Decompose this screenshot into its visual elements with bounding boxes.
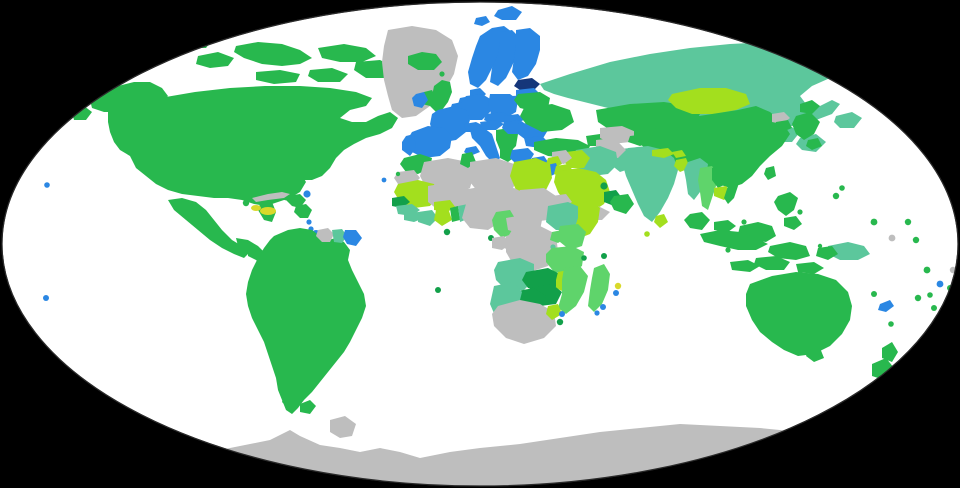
region-ivory-coast <box>418 210 438 226</box>
region-papua-new-guinea <box>828 242 870 260</box>
region-mozambique <box>558 266 588 314</box>
region-gulf-states <box>600 182 608 190</box>
region-ireland <box>412 92 428 108</box>
region-poland <box>488 94 518 118</box>
region-sri-lanka <box>654 214 668 228</box>
region-italy <box>470 128 500 164</box>
region-tasmania <box>806 348 824 362</box>
region-iceland <box>408 52 442 70</box>
region-caribbean <box>43 179 320 301</box>
region-cuba <box>260 207 276 215</box>
region-australia <box>746 272 852 356</box>
region-suriname <box>332 229 347 243</box>
region-north-america <box>72 26 458 278</box>
region-sweden <box>490 30 520 86</box>
region-germany <box>462 94 492 120</box>
landmasses <box>5 6 957 486</box>
region-ethiopia <box>546 202 584 230</box>
region-nepal <box>652 148 674 158</box>
region-seychelles <box>601 253 607 259</box>
region-reunion <box>613 290 619 296</box>
region-indonesia <box>700 230 768 250</box>
region-portugal <box>402 134 416 156</box>
region-finland <box>512 28 540 80</box>
region-overseas-caribbean <box>303 190 311 198</box>
region-cameroon <box>492 210 516 238</box>
region-asia <box>534 88 870 277</box>
region-philippines <box>774 192 798 216</box>
region-india <box>622 146 678 222</box>
region-egypt <box>510 158 552 194</box>
region-mauritius <box>614 282 622 290</box>
region-nigeria <box>462 200 502 230</box>
region-new-zealand <box>882 342 898 362</box>
region-estonia <box>514 78 540 90</box>
region-sudan <box>516 188 556 222</box>
region-south-korea <box>774 120 792 132</box>
region-libya <box>470 158 518 194</box>
region-japan <box>800 100 820 114</box>
region-malaysia <box>714 220 736 232</box>
region-vietnam <box>724 162 740 204</box>
region-cape-verde <box>443 228 451 236</box>
region-uk <box>430 80 452 112</box>
region-balkans <box>496 128 518 154</box>
region-new-caledonia <box>878 300 894 312</box>
region-french-guiana <box>343 230 362 246</box>
region-africa <box>381 152 622 344</box>
region-south-africa <box>492 300 556 344</box>
region-ghana <box>434 208 452 226</box>
region-oman <box>610 194 634 214</box>
region-madagascar <box>588 264 610 312</box>
region-spain <box>406 126 452 158</box>
region-china <box>634 106 790 188</box>
region-kenya <box>558 224 586 250</box>
region-ukraine <box>520 104 574 132</box>
region-saint-helena <box>435 287 441 293</box>
region-south-america <box>246 228 366 414</box>
region-mongolia <box>668 88 750 114</box>
region-oceania <box>725 185 957 380</box>
region-bermuda-dot <box>44 182 50 188</box>
region-guyana <box>316 228 334 242</box>
